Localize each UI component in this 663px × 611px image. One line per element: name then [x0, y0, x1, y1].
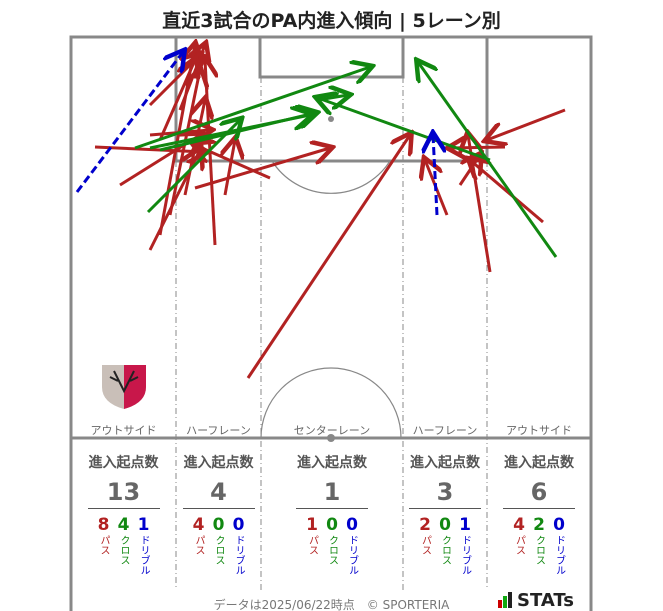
club-crest-logo [102, 365, 146, 409]
stats-pass-count: 4 [192, 515, 205, 535]
stats-pass-count: 2 [419, 515, 431, 535]
stats-pass-count: 4 [513, 515, 525, 535]
dribble-arrow [75, 52, 183, 193]
pass-arrow [487, 108, 566, 140]
lane-label: アウトサイド [506, 424, 572, 437]
cross-arrow [134, 67, 370, 150]
stats-total: 6 [503, 478, 575, 509]
cross-arrow [159, 113, 315, 152]
stats-pass-label: パス [419, 535, 431, 555]
stats-pass-label: パス [513, 535, 525, 555]
lane-label: センターレーン [293, 424, 371, 437]
stats-cross-label: クロス [213, 535, 224, 565]
cross-arrow [317, 95, 348, 100]
stats-cross-count: 0 [439, 515, 451, 535]
stats-dribble-label: ドリブル [459, 535, 471, 575]
stats-dribble-count: 0 [553, 515, 565, 535]
stats-dribble-label: ドリブル [233, 535, 244, 575]
stats-logo-icon [498, 592, 512, 608]
stats-dribble-count: 0 [232, 515, 245, 535]
footer-note: データは2025/06/22時点 © SPORTERIA [213, 598, 450, 611]
stats-cross-count: 2 [533, 515, 545, 535]
stats-dribble-count: 1 [137, 515, 150, 535]
stats-pass-count: 1 [306, 515, 318, 535]
stats-cross-label: クロス [439, 535, 451, 565]
stats-pass-label: パス [193, 535, 204, 555]
center-spot [327, 434, 335, 442]
lane-stats: 進入起点数 13 8 パス 4 クロス 1 ドリブル [87, 452, 160, 575]
lane-stats: 進入起点数 1 1 パス 0 クロス 0 ドリブル [296, 452, 368, 575]
stats-total: 1 [296, 478, 368, 509]
stats-pass-label: パス [306, 535, 318, 555]
page-title: 直近3試合のPA内進入傾向 | 5レーン別 [162, 10, 501, 32]
pass-arrow [225, 140, 235, 196]
lane-label: ハーフレーン [186, 424, 251, 437]
stats-cross-count: 0 [212, 515, 225, 535]
stats-cross-label: クロス [533, 535, 545, 565]
goal-area [258, 35, 405, 79]
stats-total: 3 [409, 478, 481, 509]
stats-heading: 進入起点数 [183, 455, 254, 471]
lane-stats: 進入起点数 3 2 パス 0 クロス 1 ドリブル [409, 452, 481, 575]
stats-total: 13 [87, 478, 160, 509]
stats-dribble-label: ドリブル [553, 535, 565, 575]
stats-total: 4 [182, 478, 255, 509]
stats-dribble-count: 1 [459, 515, 471, 535]
stats-pass-label: パス [98, 535, 109, 555]
stats-dribble-label: ドリブル [138, 535, 149, 575]
pass-arrow [458, 155, 480, 186]
center-circle [260, 367, 402, 439]
pass-arrow [246, 135, 410, 379]
brand-logo: STATs [517, 590, 574, 611]
lane-label: アウトサイド [90, 424, 157, 437]
lane-label: ハーフレーン [412, 424, 478, 437]
stats-cross-label: クロス [326, 535, 338, 565]
stats-dribble-label: ドリブル [346, 535, 358, 575]
stats-heading: 進入起点数 [297, 455, 367, 471]
stats-cross-count: 4 [117, 515, 130, 535]
lane-stats: 進入起点数 4 4 パス 0 クロス 0 ドリブル [182, 452, 255, 575]
stats-dribble-count: 0 [346, 515, 358, 535]
stats-heading: 進入起点数 [410, 455, 480, 471]
penalty-arc [271, 160, 391, 194]
stats-cross-count: 0 [326, 515, 338, 535]
stats-cross-label: クロス [118, 535, 129, 565]
lane-stats: 進入起点数 6 4 パス 2 クロス 0 ドリブル [503, 452, 575, 575]
pass-arrow [194, 148, 330, 190]
stats-heading: 進入起点数 [88, 455, 159, 471]
pass-arrow [158, 45, 195, 236]
dribble-arrow [433, 135, 437, 216]
stats-pass-count: 8 [97, 515, 110, 535]
penalty-spot [328, 116, 334, 122]
stats-heading: 進入起点数 [504, 455, 574, 471]
